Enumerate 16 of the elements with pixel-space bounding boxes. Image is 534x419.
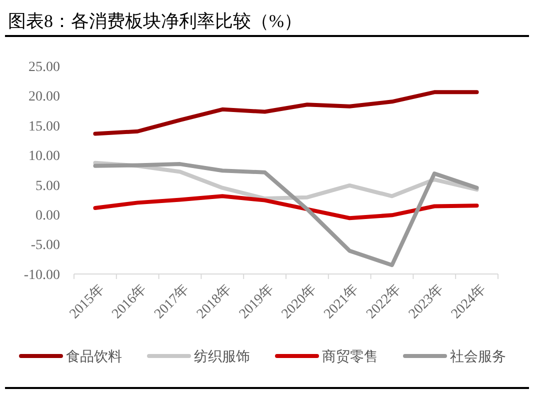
line-series	[93, 162, 479, 268]
legend-label: 纺织服饰	[194, 348, 250, 365]
y-tick-label: -5.00	[30, 238, 60, 254]
y-tick-label: 25.00	[28, 60, 60, 75]
line-series	[93, 194, 479, 220]
y-tick-label: 0.00	[36, 208, 60, 224]
legend-label: 社会服务	[450, 348, 506, 365]
chart-title: 图表8：各消费板块净利率比较（%）	[8, 11, 302, 31]
y-tick-label: 15.00	[28, 119, 60, 134]
y-tick-label: 20.00	[28, 90, 60, 105]
legend-label: 食品饮料	[66, 348, 122, 365]
y-tick-label: -10.00	[24, 268, 60, 283]
line-series	[93, 90, 479, 136]
y-tick-label: 10.00	[28, 149, 60, 164]
legend-label: 商贸零售	[322, 348, 378, 365]
y-tick-label: 5.00	[36, 178, 60, 194]
